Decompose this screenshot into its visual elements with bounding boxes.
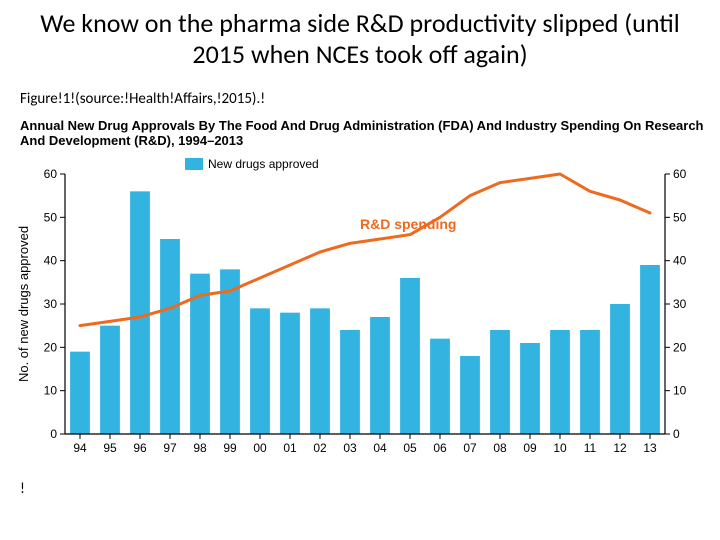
y-axis-label: No. of new drugs approved bbox=[16, 226, 31, 382]
figure-caption: Figure!1!(source:!Health!Affairs,!2015).… bbox=[0, 90, 720, 108]
bar bbox=[70, 352, 90, 434]
ytick-right: 30 bbox=[673, 297, 687, 311]
bar bbox=[610, 304, 630, 434]
slide-title: We know on the pharma side R&D productiv… bbox=[0, 0, 720, 74]
ytick-right: 10 bbox=[673, 384, 687, 398]
chart-container: New drugs approved0102030405060010203040… bbox=[10, 154, 710, 474]
xtick: 00 bbox=[253, 441, 267, 455]
bar bbox=[460, 356, 480, 434]
xtick: 05 bbox=[403, 441, 417, 455]
xtick: 97 bbox=[163, 441, 177, 455]
bar bbox=[130, 192, 150, 435]
xtick: 10 bbox=[553, 441, 567, 455]
xtick: 07 bbox=[463, 441, 477, 455]
xtick: 08 bbox=[493, 441, 507, 455]
bar bbox=[160, 239, 180, 434]
ytick-left: 0 bbox=[50, 427, 57, 441]
bar bbox=[430, 339, 450, 434]
xtick: 99 bbox=[223, 441, 237, 455]
bar bbox=[550, 330, 570, 434]
chart-title: Annual New Drug Approvals By The Food An… bbox=[0, 118, 720, 148]
ytick-right: 50 bbox=[673, 211, 687, 225]
bar bbox=[250, 309, 270, 435]
bar bbox=[640, 265, 660, 434]
legend-bar-label: New drugs approved bbox=[208, 157, 319, 171]
ytick-right: 0 bbox=[673, 427, 680, 441]
bar bbox=[220, 270, 240, 435]
ytick-left: 50 bbox=[44, 211, 58, 225]
ytick-left: 40 bbox=[44, 254, 58, 268]
ytick-right: 20 bbox=[673, 341, 687, 355]
bar bbox=[280, 313, 300, 434]
bar bbox=[310, 309, 330, 435]
xtick: 02 bbox=[313, 441, 327, 455]
xtick: 96 bbox=[133, 441, 147, 455]
legend-swatch bbox=[185, 158, 203, 170]
bar bbox=[100, 326, 120, 434]
ytick-left: 30 bbox=[44, 297, 58, 311]
chart-svg: New drugs approved0102030405060010203040… bbox=[10, 154, 710, 474]
ytick-left: 10 bbox=[44, 384, 58, 398]
bar bbox=[490, 330, 510, 434]
footer-mark: ! bbox=[0, 480, 720, 498]
ytick-left: 60 bbox=[44, 167, 58, 181]
xtick: 98 bbox=[193, 441, 207, 455]
xtick: 04 bbox=[373, 441, 387, 455]
xtick: 95 bbox=[103, 441, 117, 455]
xtick: 03 bbox=[343, 441, 357, 455]
ytick-left: 20 bbox=[44, 341, 58, 355]
ytick-right: 40 bbox=[673, 254, 687, 268]
bar bbox=[340, 330, 360, 434]
bar bbox=[400, 278, 420, 434]
bar bbox=[520, 343, 540, 434]
ytick-right: 60 bbox=[673, 167, 687, 181]
xtick: 06 bbox=[433, 441, 447, 455]
xtick: 01 bbox=[283, 441, 297, 455]
bar bbox=[580, 330, 600, 434]
xtick: 94 bbox=[73, 441, 87, 455]
xtick: 13 bbox=[643, 441, 657, 455]
xtick: 09 bbox=[523, 441, 537, 455]
bar bbox=[370, 317, 390, 434]
xtick: 11 bbox=[584, 441, 597, 455]
xtick: 12 bbox=[613, 441, 627, 455]
line-inline-label: R&D spending bbox=[360, 216, 456, 232]
